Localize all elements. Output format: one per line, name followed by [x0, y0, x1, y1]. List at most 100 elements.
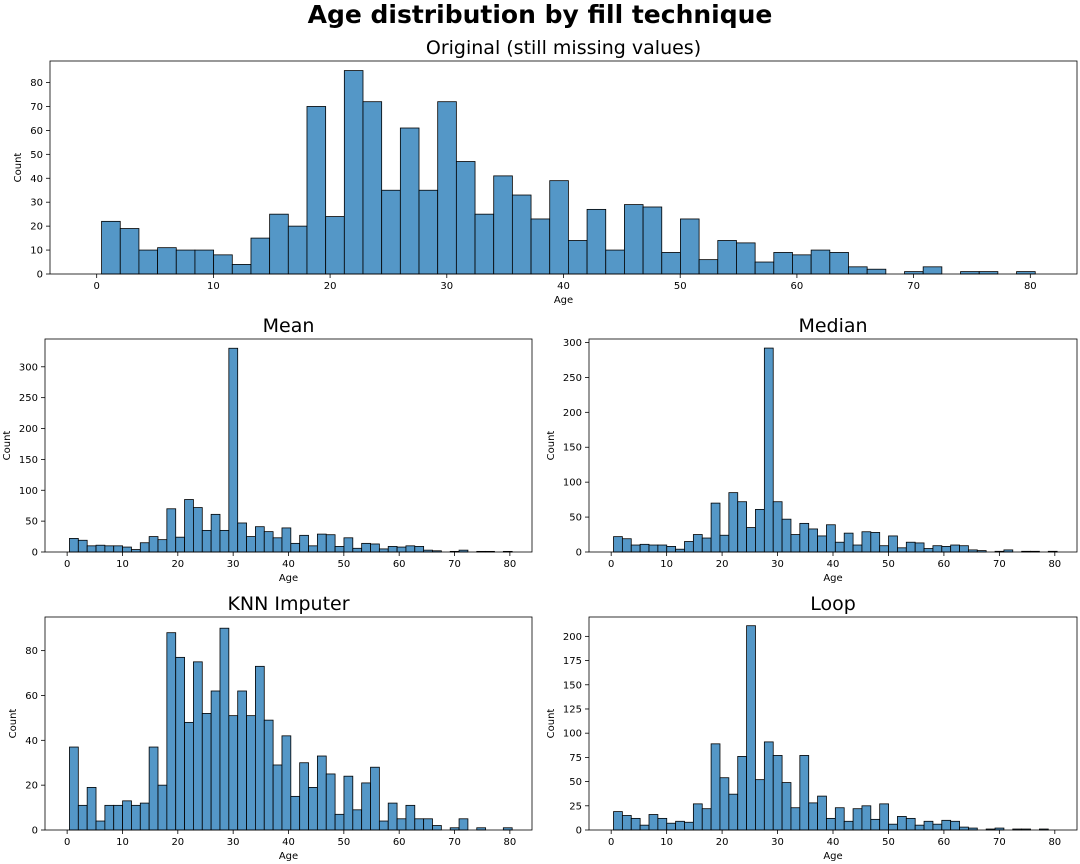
histogram-bar	[213, 254, 233, 275]
histogram-bar	[829, 252, 849, 275]
histogram-bar	[852, 544, 863, 553]
histogram-bar	[131, 804, 141, 831]
histogram-bar	[666, 546, 677, 553]
y-tick-label: 40	[25, 736, 38, 747]
histogram-bar	[308, 545, 318, 553]
histogram-bar	[719, 777, 730, 831]
histogram-bar	[246, 536, 256, 553]
x-tick-label: 10	[207, 281, 220, 292]
histogram-bar	[648, 814, 659, 831]
histogram-bar	[959, 826, 969, 831]
x-tick-label: 30	[771, 837, 784, 848]
x-tick-label: 20	[716, 837, 729, 848]
histogram-bar	[361, 782, 371, 831]
panel-title: KNN Imputer	[227, 593, 349, 615]
histogram-bar	[808, 802, 818, 831]
y-axis-label: Count	[2, 431, 13, 461]
histogram-bar	[306, 106, 327, 275]
histogram-bar	[870, 818, 881, 831]
x-tick-label: 10	[660, 837, 673, 848]
histogram-bar	[848, 266, 868, 275]
histogram-bar	[736, 242, 756, 275]
histogram-mean: 0 10 20 30 40 50 60 70 80 0 50 100 150 200 250 300 Mean A…	[2, 315, 533, 584]
histogram-bar	[808, 528, 818, 553]
histogram-bar	[692, 534, 703, 553]
plot-frame	[588, 616, 1078, 831]
histogram-bar	[648, 544, 659, 553]
histogram-bar	[866, 268, 887, 275]
x-tick-label: 50	[337, 837, 350, 848]
histogram-bar	[119, 228, 140, 275]
x-tick-label: 70	[907, 281, 920, 292]
histogram-bar	[675, 548, 685, 553]
histogram-bar	[175, 249, 196, 275]
y-tick-label: 200	[19, 424, 38, 435]
y-tick-label: 300	[563, 338, 582, 349]
histogram-bar	[361, 542, 371, 553]
histogram-bar	[387, 546, 398, 553]
histogram-bar	[493, 175, 513, 275]
histogram-bar	[316, 533, 327, 553]
y-tick-label: 0	[37, 270, 43, 281]
histogram-bar	[624, 204, 644, 275]
histogram-bar	[698, 259, 719, 275]
histogram-bar	[879, 545, 889, 553]
histogram-bar	[792, 254, 812, 275]
histogram-bar	[343, 775, 354, 831]
x-tick-label: 60	[938, 837, 951, 848]
x-tick-label: 30	[227, 837, 240, 848]
x-axis-label: Age	[554, 295, 573, 306]
histogram-bar	[423, 818, 433, 831]
x-tick-label: 30	[440, 281, 453, 292]
y-tick-label: 80	[25, 646, 38, 657]
histogram-bar	[352, 809, 363, 831]
histogram-bar	[263, 531, 274, 553]
histogram-bar	[138, 249, 158, 275]
y-tick-label: 200	[563, 408, 582, 419]
histogram-bar	[272, 537, 283, 553]
histogram-bar	[897, 547, 907, 553]
histogram-bar	[228, 347, 239, 553]
histogram-bar	[455, 161, 476, 275]
histogram-bar	[923, 820, 934, 831]
histogram-bar	[308, 787, 318, 831]
histogram-bar	[621, 538, 632, 553]
histogram-bar	[755, 508, 765, 553]
histogram-bar	[175, 656, 185, 831]
histogram-bar	[201, 713, 212, 831]
histogram-bar	[772, 501, 783, 553]
panel-title: Median	[798, 315, 867, 337]
y-tick-label: 100	[19, 486, 38, 497]
x-tick-label: 40	[282, 837, 295, 848]
histogram-bar	[432, 825, 442, 831]
histogram-bar	[316, 755, 327, 831]
x-tick-label: 50	[882, 559, 895, 570]
histogram-bar	[684, 821, 694, 831]
histogram-bar	[113, 804, 123, 831]
x-tick-label: 0	[608, 837, 614, 848]
histogram-bar	[396, 818, 407, 831]
histogram-bar	[701, 537, 712, 553]
histogram-bar	[843, 820, 854, 831]
x-tick-label: 40	[282, 559, 295, 570]
histogram-bar	[834, 807, 845, 831]
y-tick-label: 80	[30, 78, 43, 89]
histogram-bar	[104, 804, 115, 831]
histogram-bar	[717, 240, 737, 275]
histogram-bar	[905, 817, 916, 831]
y-tick-label: 20	[25, 781, 38, 792]
histogram-bar	[701, 808, 712, 831]
histogram-median: 0 10 20 30 40 50 60 70 80 0 50 100 150 200 250 300 Media…	[546, 315, 1078, 584]
histogram-bar	[870, 532, 881, 553]
x-tick-label: 40	[827, 559, 840, 570]
histogram-bar	[834, 541, 845, 553]
y-tick-label: 60	[30, 126, 43, 137]
plot-frame	[44, 338, 533, 553]
histogram-bar	[166, 508, 177, 553]
histogram-bar	[639, 543, 650, 553]
histogram-bar	[950, 820, 960, 831]
x-tick-label: 60	[938, 559, 951, 570]
y-tick-label: 50	[25, 517, 38, 528]
x-tick-label: 0	[64, 559, 70, 570]
